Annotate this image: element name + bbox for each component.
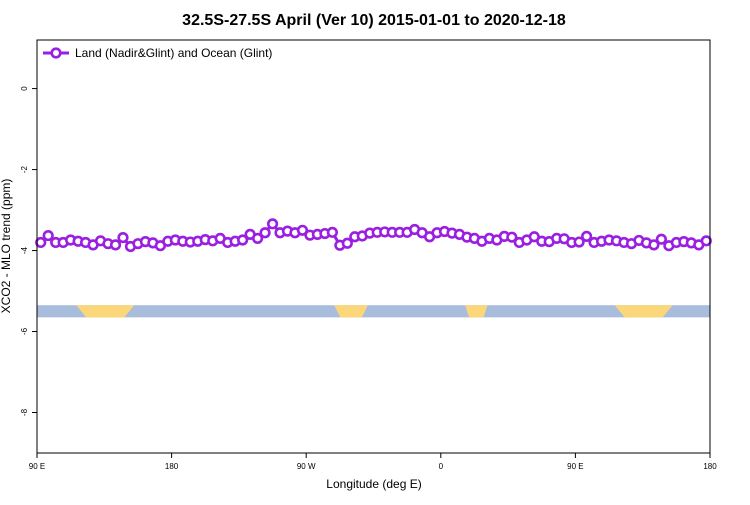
y-axis-label: XCO2 - MLO trend (ppm)	[0, 179, 13, 314]
data-point	[648, 239, 660, 251]
legend: Land (Nadir&Glint) and Ocean (Glint)	[43, 46, 272, 60]
x-tick-label: 0	[439, 462, 444, 471]
surface-band	[37, 305, 710, 318]
x-tick-label: 180	[703, 462, 717, 471]
data-point	[251, 232, 264, 245]
data-point	[341, 237, 353, 249]
plot-frame	[36, 39, 711, 454]
data-point	[700, 235, 712, 247]
data-point	[237, 234, 249, 246]
legend-label: Land (Nadir&Glint) and Ocean (Glint)	[75, 46, 272, 60]
legend-marker	[50, 47, 62, 59]
data-point	[581, 230, 593, 242]
data-point	[117, 231, 129, 244]
data-point	[109, 239, 122, 251]
x-tick-label: 90 E	[567, 462, 583, 471]
x-tick-label: 180	[165, 462, 179, 471]
x-tick-label: 90 W	[297, 462, 316, 471]
data-point	[573, 236, 585, 248]
ocean-band	[37, 305, 710, 318]
y-axis: 0 -2 -4 -6 -8	[20, 86, 37, 416]
y-tick-label: -8	[20, 408, 29, 416]
data-point	[259, 227, 271, 239]
x-tick-label: 90 E	[29, 462, 45, 471]
data-point	[506, 231, 518, 243]
data-point	[266, 218, 279, 230]
land-segment	[465, 305, 488, 318]
chart-title: 32.5S-27.5S April (Ver 10) 2015-01-01 to…	[182, 12, 566, 29]
data-point	[655, 233, 667, 245]
y-tick-label: 0	[20, 86, 29, 91]
data-point	[35, 236, 47, 249]
x-axis: 90 E 180 90 W 0 90 E 180	[29, 453, 717, 471]
land-segment	[614, 305, 673, 318]
land-segment	[334, 305, 368, 318]
y-tick-label: -2	[20, 165, 29, 173]
y-tick-label: -6	[20, 327, 29, 335]
series-group	[35, 218, 712, 253]
land-segment	[76, 305, 135, 318]
data-point	[326, 226, 338, 238]
y-tick-label: -4	[20, 246, 29, 254]
x-axis-label: Longitude (deg E)	[326, 477, 421, 491]
data-point	[42, 229, 54, 242]
data-point	[296, 224, 309, 236]
